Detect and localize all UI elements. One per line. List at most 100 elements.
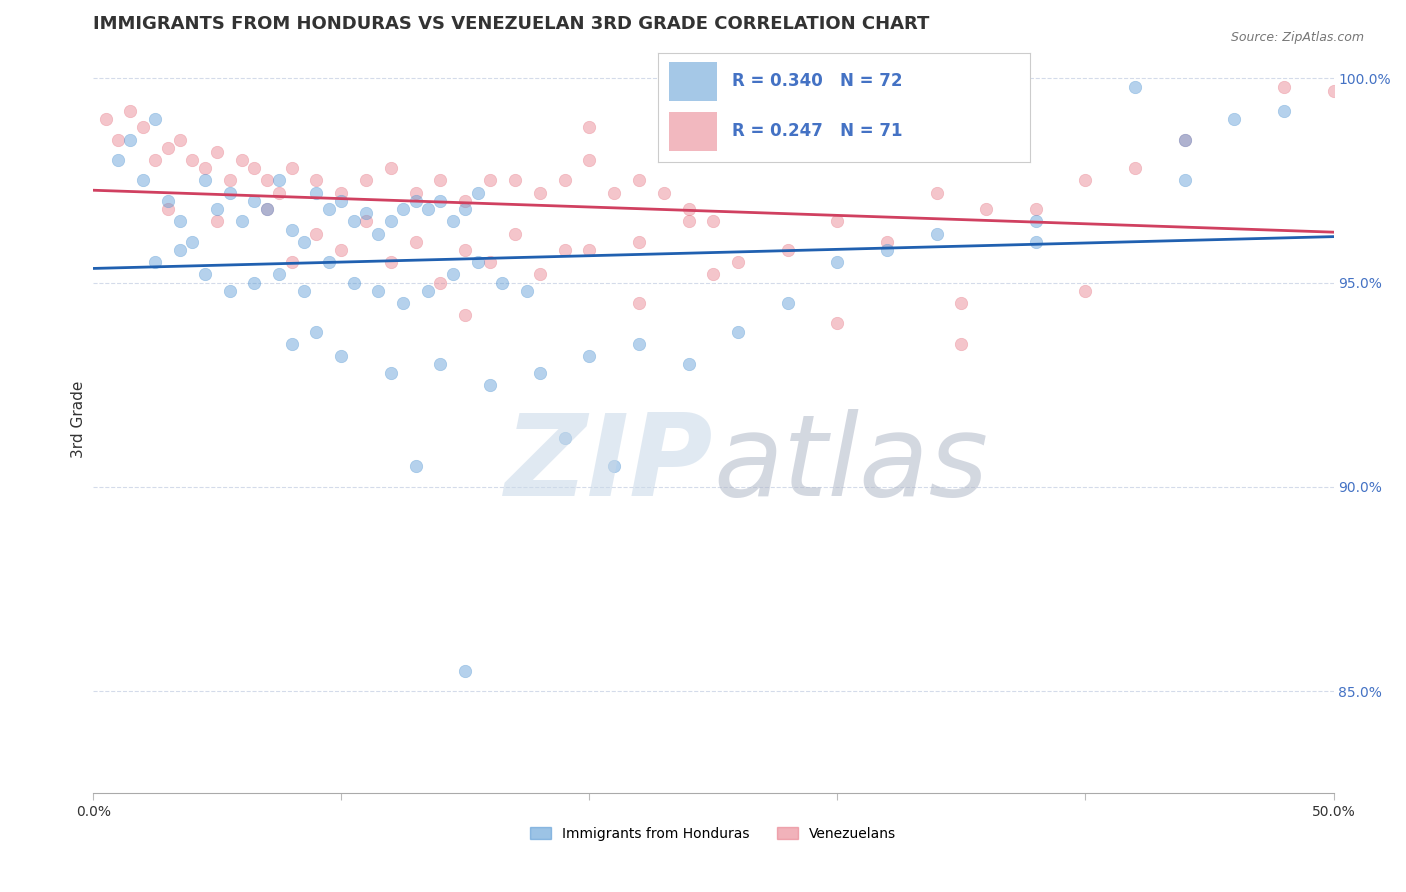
Point [678, 357, 700, 371]
Point [231, 214, 253, 228]
Y-axis label: 3rd Grade: 3rd Grade [72, 381, 86, 458]
Point [1174, 133, 1197, 147]
Point [554, 173, 576, 187]
Point [727, 255, 749, 269]
Point [292, 235, 315, 249]
Point [280, 161, 302, 176]
Text: ZIP: ZIP [505, 409, 713, 520]
Point [280, 222, 302, 236]
Point [479, 173, 502, 187]
Point [441, 214, 464, 228]
Point [479, 255, 502, 269]
Point [380, 161, 402, 176]
Point [256, 202, 278, 216]
Point [343, 276, 366, 290]
Point [454, 243, 477, 257]
Point [529, 268, 551, 282]
Point [529, 186, 551, 200]
Point [727, 325, 749, 339]
Point [205, 145, 228, 159]
Point [194, 268, 217, 282]
Point [578, 153, 600, 167]
Point [343, 214, 366, 228]
Point [181, 235, 204, 249]
Point [554, 243, 576, 257]
Point [516, 284, 538, 298]
Point [143, 112, 166, 127]
Point [529, 366, 551, 380]
Point [243, 161, 266, 176]
Point [678, 214, 700, 228]
Point [380, 366, 402, 380]
Point [416, 284, 439, 298]
Point [231, 153, 253, 167]
Point [603, 186, 626, 200]
Point [107, 153, 129, 167]
Point [367, 227, 389, 241]
Point [1174, 133, 1197, 147]
Point [578, 120, 600, 135]
Point [429, 194, 451, 208]
Point [1223, 112, 1246, 127]
Point [156, 202, 179, 216]
Point [627, 173, 650, 187]
Point [925, 227, 948, 241]
Point [94, 112, 117, 127]
Point [269, 186, 291, 200]
Point [156, 194, 179, 208]
Point [280, 255, 302, 269]
Point [467, 186, 489, 200]
Point [169, 243, 191, 257]
Point [405, 235, 427, 249]
Point [392, 296, 415, 310]
Point [974, 202, 997, 216]
Point [827, 214, 849, 228]
Point [380, 214, 402, 228]
Point [827, 317, 849, 331]
Point [354, 173, 377, 187]
Point [169, 214, 191, 228]
Point [429, 173, 451, 187]
Point [429, 276, 451, 290]
Point [256, 173, 278, 187]
Point [367, 284, 389, 298]
Point [120, 103, 142, 118]
Point [876, 235, 898, 249]
Point [776, 243, 799, 257]
Point [1025, 235, 1047, 249]
Point [1123, 161, 1146, 176]
Point [330, 186, 353, 200]
Point [194, 161, 217, 176]
Point [603, 459, 626, 474]
Point [305, 325, 328, 339]
Point [405, 459, 427, 474]
Point [194, 173, 217, 187]
Point [305, 173, 328, 187]
Point [454, 194, 477, 208]
Point [120, 133, 142, 147]
Point [292, 284, 315, 298]
Point [1074, 173, 1097, 187]
Point [380, 255, 402, 269]
Point [318, 255, 340, 269]
Point [354, 206, 377, 220]
Point [1272, 79, 1295, 94]
Point [652, 186, 675, 200]
Point [1025, 214, 1047, 228]
Point [1322, 84, 1344, 98]
Point [143, 153, 166, 167]
Point [392, 202, 415, 216]
Point [1123, 79, 1146, 94]
Point [143, 255, 166, 269]
Point [441, 268, 464, 282]
Point [491, 276, 513, 290]
Point [405, 194, 427, 208]
Point [503, 173, 526, 187]
Point [1272, 103, 1295, 118]
Point [578, 243, 600, 257]
Text: Source: ZipAtlas.com: Source: ZipAtlas.com [1230, 31, 1364, 45]
Point [1074, 284, 1097, 298]
Point [256, 202, 278, 216]
Point [467, 255, 489, 269]
Point [330, 243, 353, 257]
